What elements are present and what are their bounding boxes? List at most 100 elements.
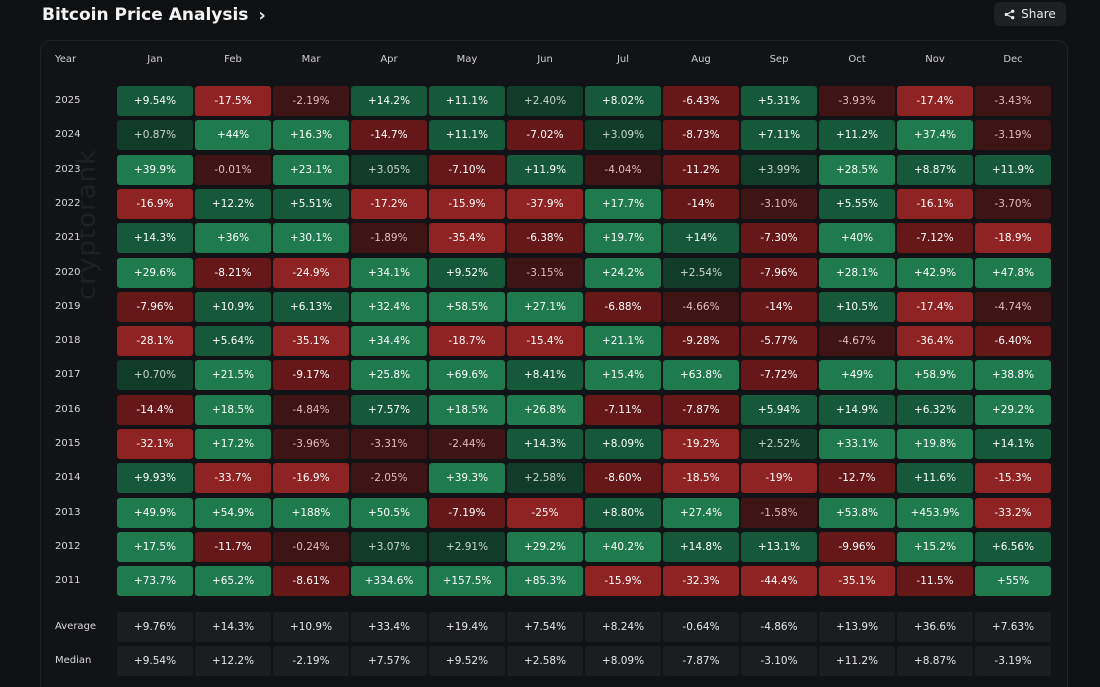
month-header-mar: Mar (301, 54, 321, 65)
return-cell: -18.7% (429, 326, 505, 357)
average-cell: +19.4% (429, 612, 505, 642)
return-cell: -18.9% (975, 223, 1051, 254)
return-cell: -7.96% (741, 257, 817, 288)
return-cell: +11.9% (507, 154, 583, 185)
return-cell: -7.87% (663, 394, 739, 425)
return-cell: +23.1% (273, 154, 349, 185)
return-cell: +3.09% (585, 120, 661, 151)
return-cell: +5.55% (819, 188, 895, 219)
return-cell: +9.93% (117, 463, 193, 494)
return-cell: -3.96% (273, 429, 349, 459)
year-label: 2016 (55, 403, 81, 415)
return-cell: +6.13% (273, 291, 349, 322)
median-cell: +7.57% (351, 646, 427, 676)
return-cell: -32.1% (117, 429, 193, 459)
year-label: 2013 (55, 506, 81, 518)
return-cell: +17.7% (585, 188, 661, 219)
return-cell: +28.5% (819, 154, 895, 185)
return-cell: -35.1% (273, 326, 349, 357)
return-cell: -14.4% (117, 394, 193, 425)
return-cell: -3.70% (975, 188, 1051, 219)
return-cell: -44.4% (741, 566, 817, 597)
share-button[interactable]: Share (994, 2, 1066, 26)
average-cell: -0.64% (663, 612, 739, 642)
return-cell: +2.91% (429, 531, 505, 562)
month-header-jun: Jun (537, 54, 553, 65)
month-header-oct: Oct (848, 54, 866, 65)
return-cell: +34.4% (351, 326, 427, 357)
month-header-apr: Apr (380, 54, 398, 65)
year-label: 2021 (55, 232, 81, 244)
return-cell: +14.3% (507, 429, 583, 459)
median-cell: +2.58% (507, 646, 583, 676)
return-cell: +9.54% (117, 86, 193, 116)
month-header-aug: Aug (691, 54, 711, 65)
return-cell: +11.6% (897, 463, 973, 494)
return-cell: +58.9% (897, 360, 973, 391)
return-cell: +21.5% (195, 360, 271, 391)
return-cell: +30.1% (273, 223, 349, 254)
return-cell: +2.40% (507, 86, 583, 116)
return-cell: -14% (741, 291, 817, 322)
return-cell: -17.4% (897, 86, 973, 116)
return-cell: +54.9% (195, 497, 271, 528)
return-cell: -14.7% (351, 120, 427, 151)
return-cell: -16.1% (897, 188, 973, 219)
year-label: 2018 (55, 335, 81, 347)
return-cell: +9.52% (429, 257, 505, 288)
return-cell: +18.5% (195, 394, 271, 425)
return-cell: +49.9% (117, 497, 193, 528)
return-cell: -5.77% (741, 326, 817, 357)
return-cell: +50.5% (351, 497, 427, 528)
return-cell: +6.32% (897, 394, 973, 425)
return-cell: -7.19% (429, 497, 505, 528)
median-cell: +12.2% (195, 646, 271, 676)
return-cell: +8.87% (897, 154, 973, 185)
return-cell: +5.64% (195, 326, 271, 357)
average-cell: +10.9% (273, 612, 349, 642)
return-cell: +13.1% (741, 531, 817, 562)
return-cell: -19% (741, 463, 817, 494)
return-cell: +2.58% (507, 463, 583, 494)
return-cell: -15.3% (975, 463, 1051, 494)
median-cell: -7.87% (663, 646, 739, 676)
return-cell: +6.56% (975, 531, 1051, 562)
return-cell: +42.9% (897, 257, 973, 288)
return-cell: +33.1% (819, 429, 895, 459)
return-cell: -15.4% (507, 326, 583, 357)
return-cell: +11.2% (819, 120, 895, 151)
return-cell: +453.9% (897, 497, 973, 528)
return-cell: +8.09% (585, 429, 661, 459)
return-cell: +157.5% (429, 566, 505, 597)
return-cell: +8.02% (585, 86, 661, 116)
return-cell: +10.9% (195, 291, 271, 322)
return-cell: +27.1% (507, 291, 583, 322)
return-cell: -3.31% (351, 429, 427, 459)
return-cell: -9.28% (663, 326, 739, 357)
return-cell: -33.2% (975, 497, 1051, 528)
return-cell: +32.4% (351, 291, 427, 322)
return-cell: +17.2% (195, 429, 271, 459)
return-cell: +26.8% (507, 394, 583, 425)
return-cell: -6.38% (507, 223, 583, 254)
median-cell: +8.87% (897, 646, 973, 676)
page-title[interactable]: Bitcoin Price Analysis › (42, 3, 266, 27)
year-label: 2020 (55, 266, 81, 278)
return-cell: +36% (195, 223, 271, 254)
return-cell: +14.9% (819, 394, 895, 425)
return-cell: +14.3% (117, 223, 193, 254)
return-cell: +5.94% (741, 394, 817, 425)
return-cell: -6.88% (585, 291, 661, 322)
return-cell: -3.10% (741, 188, 817, 219)
return-cell: -14% (663, 188, 739, 219)
return-cell: -3.19% (975, 120, 1051, 151)
average-cell: -4.86% (741, 612, 817, 642)
return-cell: +28.1% (819, 257, 895, 288)
return-cell: +0.70% (117, 360, 193, 391)
year-label: 2025 (55, 95, 81, 106)
return-cell: +63.8% (663, 360, 739, 391)
average-row-label: Average (55, 621, 97, 632)
return-cell: +5.51% (273, 188, 349, 219)
return-cell: -4.04% (585, 154, 661, 185)
return-cell: -8.73% (663, 120, 739, 151)
